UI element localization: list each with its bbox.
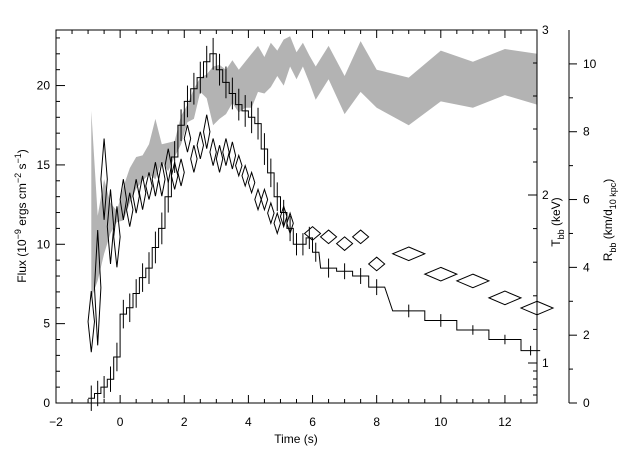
radius-diamond <box>100 138 108 220</box>
radius-diamond <box>260 187 269 212</box>
radius-diamond <box>93 230 102 346</box>
radius-diamond <box>132 179 140 214</box>
radius-diamond <box>367 256 386 272</box>
radius-tick-label: 8 <box>583 125 590 139</box>
flux-tick-label: 15 <box>37 158 51 172</box>
flux-tick-label: 20 <box>37 79 51 93</box>
radius-diamond <box>177 158 185 187</box>
radius-diamond <box>241 163 249 188</box>
radius-diamond <box>335 236 354 252</box>
radius-diamond <box>106 189 115 265</box>
x-tick-label: 4 <box>245 415 252 429</box>
radius-diamond <box>286 211 294 236</box>
radius-diamond <box>215 145 224 173</box>
radius-diamond <box>87 291 95 353</box>
radius-tick-label: 4 <box>583 260 590 274</box>
radius-diamond <box>183 124 192 153</box>
flux-tick-label: 0 <box>43 396 50 410</box>
radius-diamond <box>319 229 338 245</box>
radius-diamond <box>190 145 198 173</box>
radius-diamond <box>126 192 134 227</box>
x-tick-label: 0 <box>117 415 124 429</box>
flux-tick-label: 10 <box>37 237 51 251</box>
temperature-band-area <box>91 36 538 299</box>
radius-diamond <box>254 187 262 212</box>
radius-tick-label: 2 <box>583 328 590 342</box>
radius-diamond <box>455 273 491 289</box>
radius-diamond <box>209 138 217 166</box>
flux-step-line <box>88 53 541 399</box>
radius-diamond <box>151 162 160 197</box>
flux-tick-label: 5 <box>43 317 50 331</box>
radius-diamond <box>273 211 281 236</box>
radius-diamond <box>267 201 275 225</box>
flux-axis-title: Flux (10−9 ergs cm−2 s−1) <box>13 149 29 283</box>
radius-diamond <box>391 246 427 262</box>
radius-diamond <box>228 141 237 170</box>
temperature-tick-label: 3 <box>542 23 549 37</box>
x-tick-label: 10 <box>434 415 448 429</box>
radius-tick-label: 6 <box>583 193 590 207</box>
radius-diamond <box>222 138 230 166</box>
radius-diamond <box>202 114 211 149</box>
x-tick-label: −2 <box>49 415 63 429</box>
radius-diamond <box>279 204 288 229</box>
temperature-axis-title: Tbb (keV) <box>549 197 566 246</box>
x-axis-title: Time (s) <box>274 432 318 446</box>
radius-diamond <box>235 153 243 178</box>
radius-diamond <box>164 148 172 183</box>
temperature-tick-label: 2 <box>542 188 549 202</box>
radius-tick-label: 10 <box>583 57 597 71</box>
radius-axis-title: Rbb (km/d10 kpc) <box>601 179 618 262</box>
radius-diamond <box>423 266 459 282</box>
radius-diamond <box>138 175 147 210</box>
radius-diamond <box>145 172 153 200</box>
radius-diamond <box>113 206 121 268</box>
x-tick-label: 6 <box>309 415 316 429</box>
radius-diamond <box>158 162 166 197</box>
temperature-band <box>91 36 538 299</box>
radius-diamond <box>303 226 322 241</box>
temperature-tick-label: 1 <box>542 356 549 370</box>
x-tick-label: 2 <box>181 415 188 429</box>
radius-diamond <box>196 131 205 159</box>
x-tick-label: 8 <box>373 415 380 429</box>
radius-diamond <box>487 290 523 306</box>
radius-diamond <box>119 179 128 220</box>
radius-diamond <box>170 162 179 190</box>
radius-tick-label: 0 <box>583 396 590 410</box>
radius-diamond <box>247 170 256 195</box>
flux-histogram <box>88 37 541 411</box>
radius-diamond <box>351 229 370 245</box>
x-tick-label: 12 <box>498 415 512 429</box>
